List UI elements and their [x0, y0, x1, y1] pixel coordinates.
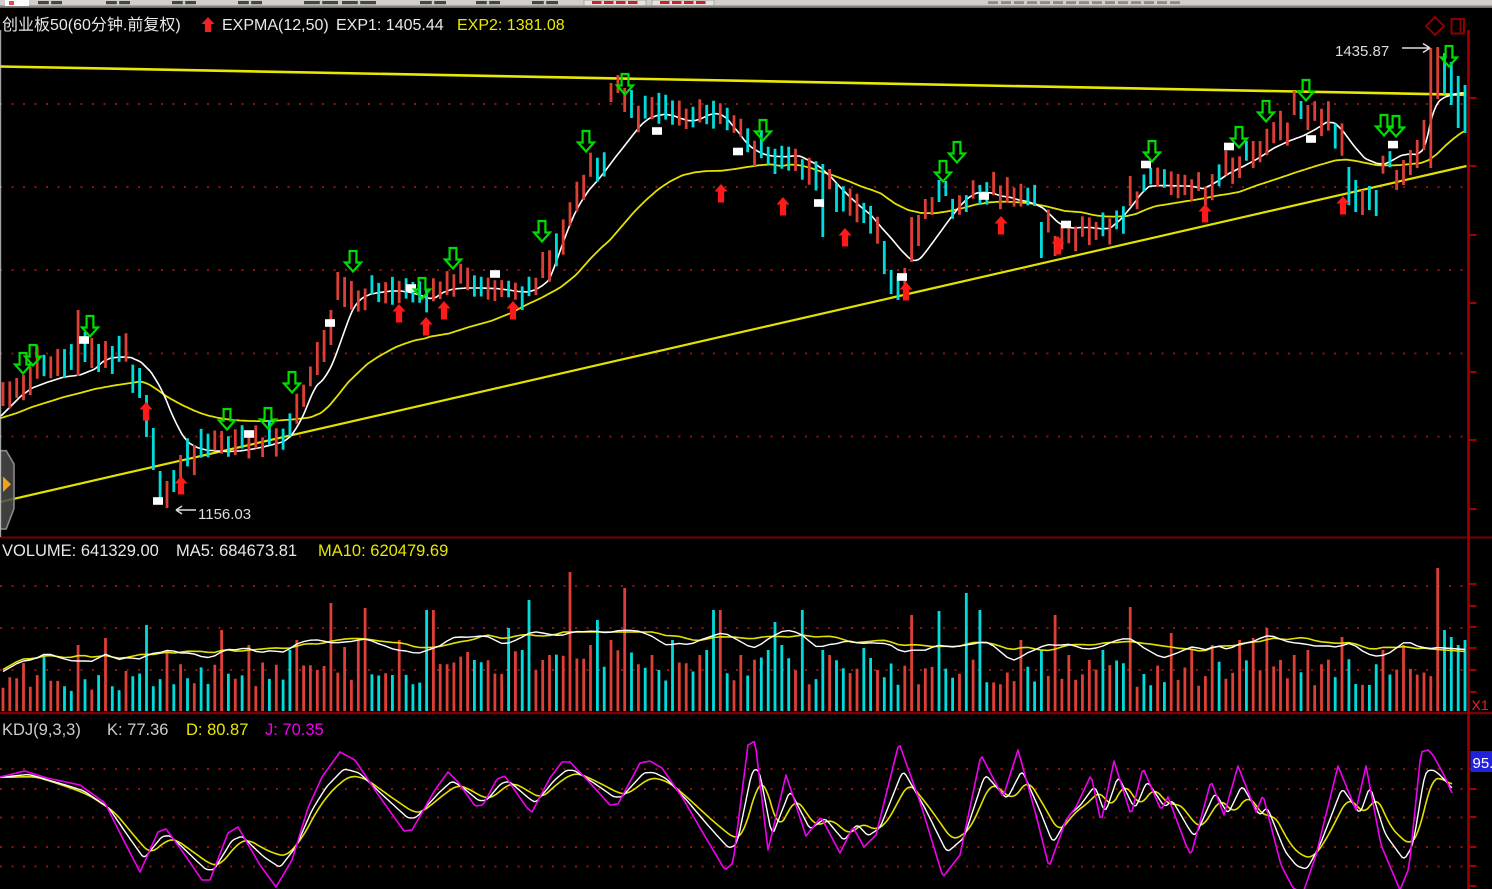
- svg-text:EXPMA(12,50): EXPMA(12,50): [222, 17, 329, 34]
- svg-text:J: 70.35: J: 70.35: [265, 721, 324, 739]
- svg-text:95.: 95.: [1473, 755, 1492, 772]
- svg-text:K: 77.36: K: 77.36: [107, 721, 168, 739]
- svg-text:MA10: 620479.69: MA10: 620479.69: [318, 542, 448, 560]
- svg-text:MA5: 684673.81: MA5: 684673.81: [176, 542, 297, 560]
- svg-text:VOLUME: 641329.00: VOLUME: 641329.00: [2, 542, 159, 560]
- svg-text:D: 80.87: D: 80.87: [186, 721, 248, 739]
- svg-text:EXP1: 1405.44: EXP1: 1405.44: [336, 17, 444, 34]
- svg-text:1435.87: 1435.87: [1335, 43, 1389, 60]
- svg-text:创业板50(60分钟.前复权): 创业板50(60分钟.前复权): [2, 16, 181, 34]
- svg-text:EXP2: 1381.08: EXP2: 1381.08: [457, 17, 565, 34]
- svg-text:1156.03: 1156.03: [198, 506, 251, 523]
- svg-text:KDJ(9,3,3): KDJ(9,3,3): [2, 721, 81, 739]
- svg-text:X1: X1: [1472, 697, 1489, 713]
